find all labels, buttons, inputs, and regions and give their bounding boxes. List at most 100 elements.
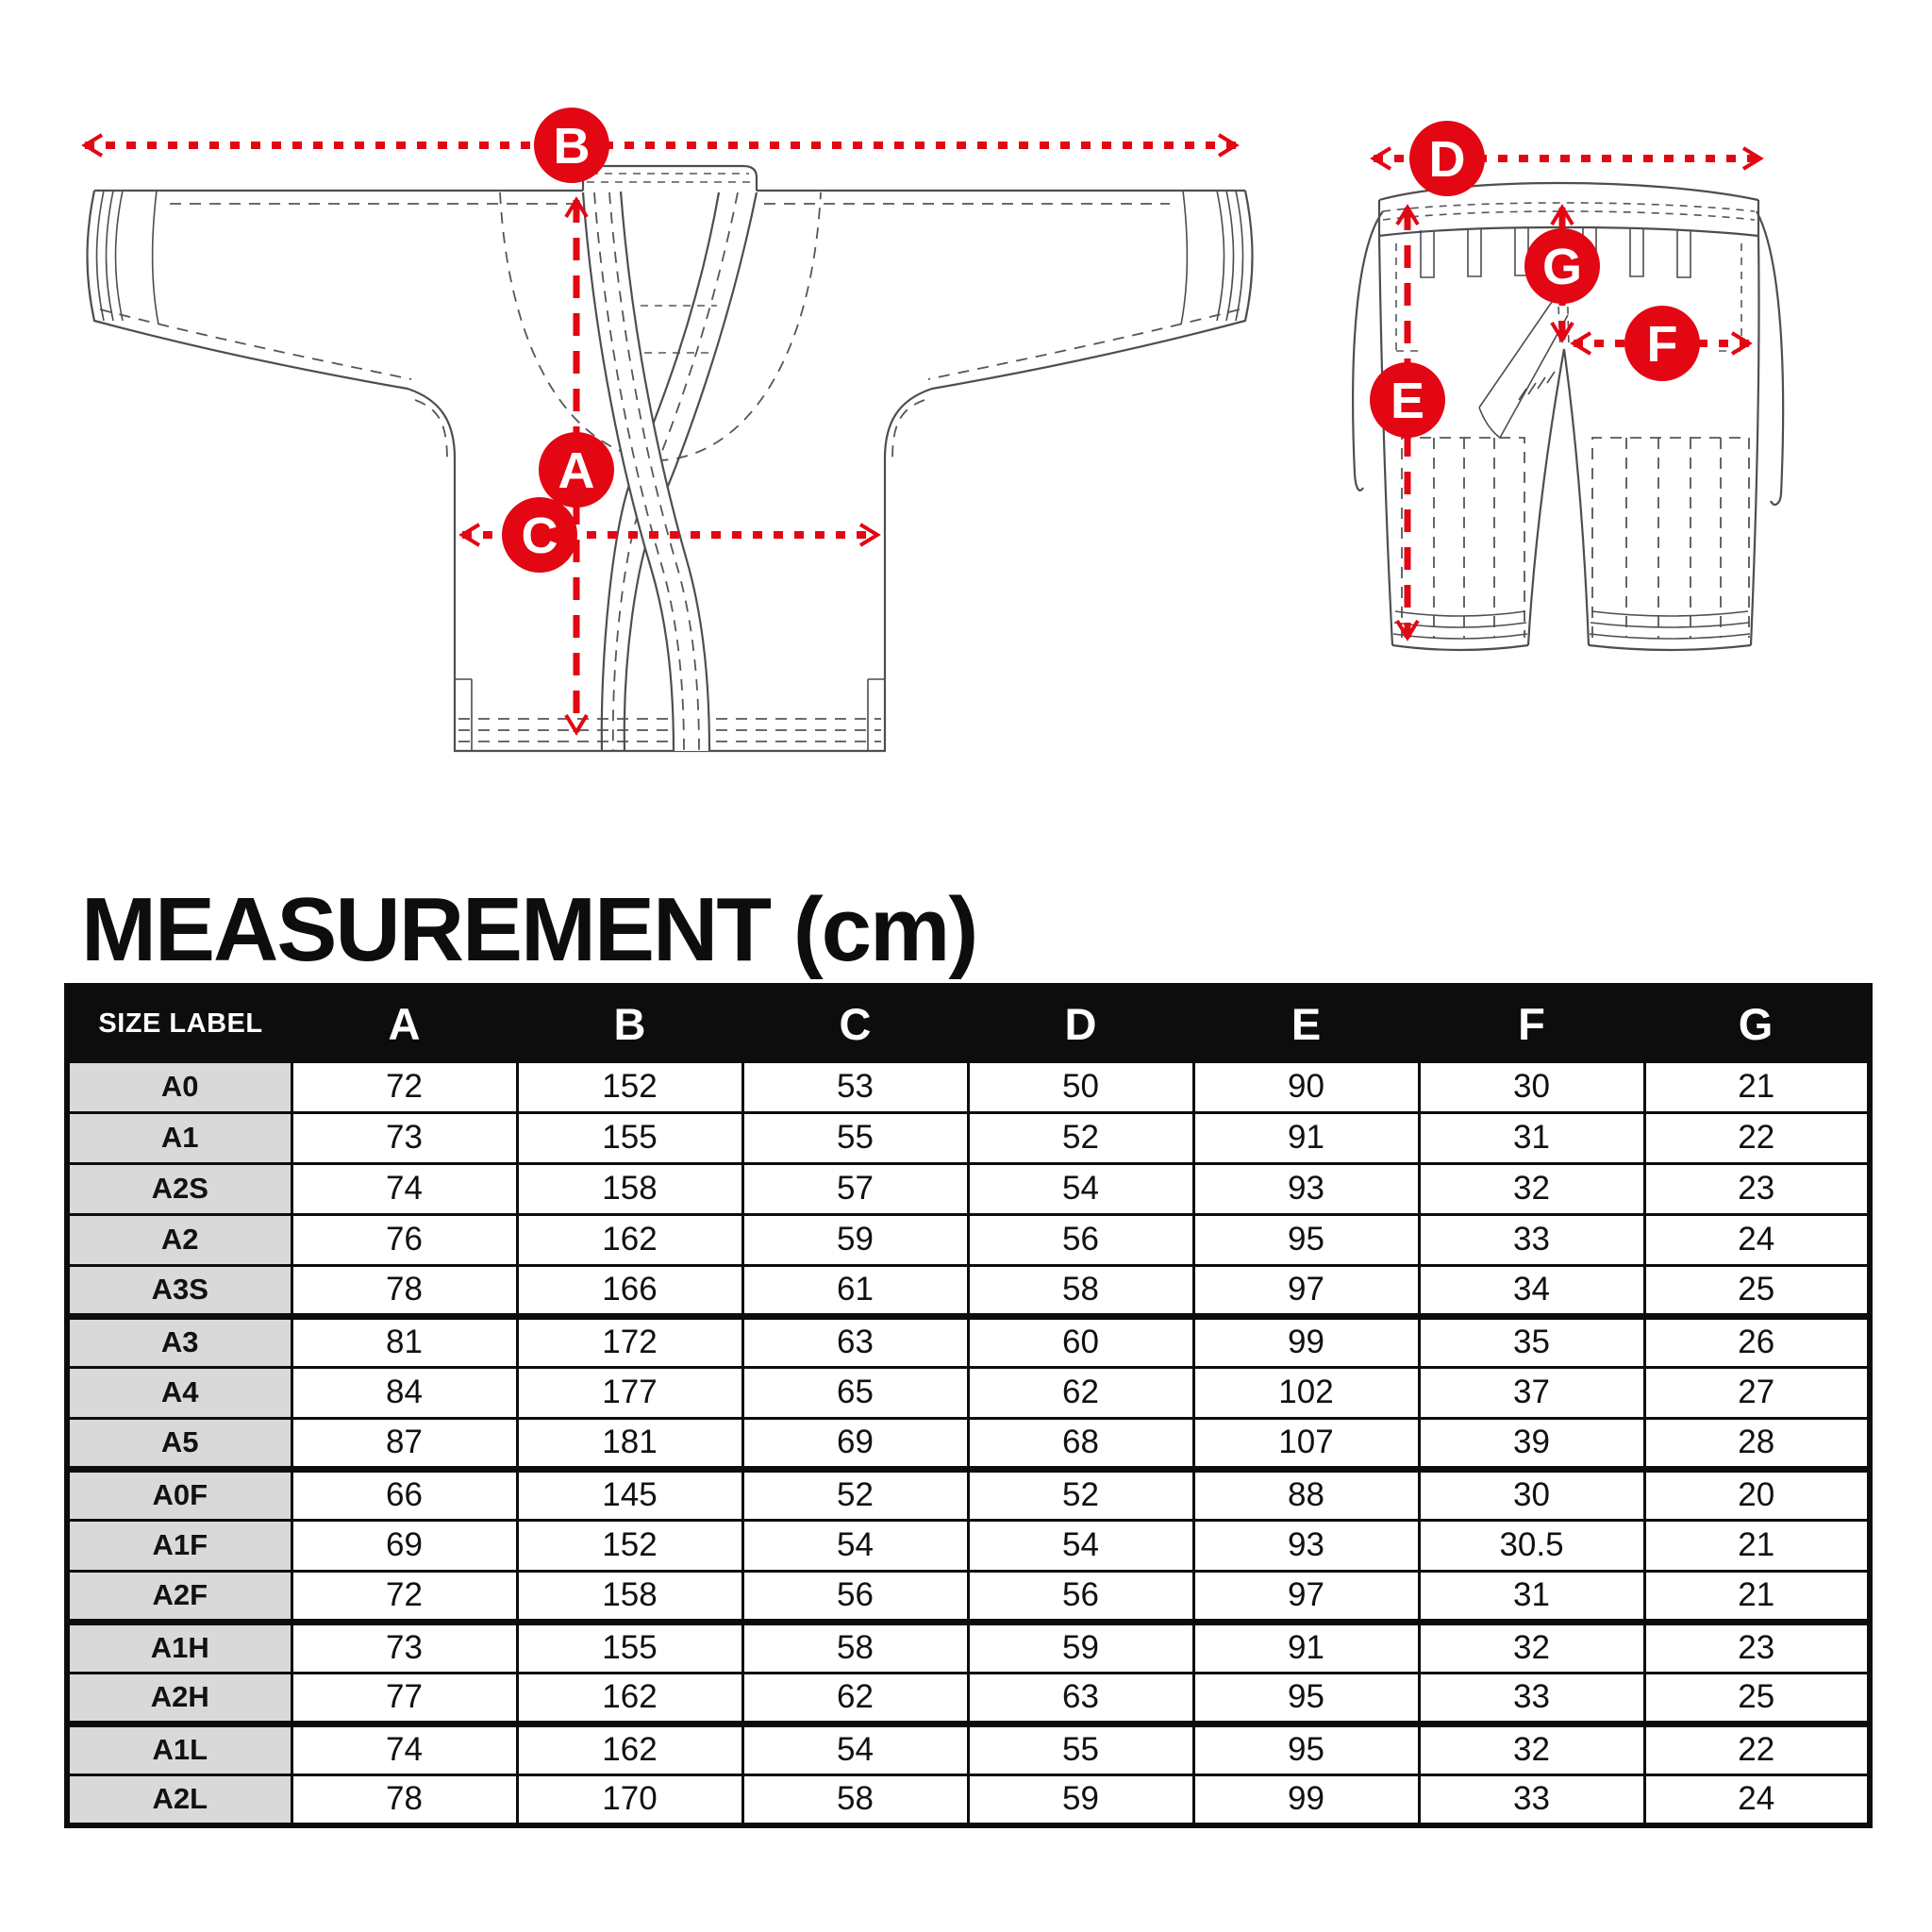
measure-arrow-d: D: [1370, 121, 1764, 196]
size-label-cell: A3: [65, 1314, 293, 1369]
table-row: A2F 72 158 56 56 97 31 21: [65, 1569, 1872, 1625]
value-cell: 63: [741, 1314, 970, 1369]
measure-label-c: C: [502, 497, 577, 573]
value-cell: 52: [966, 1467, 1195, 1522]
value-cell: 54: [741, 1518, 970, 1573]
value-cell: 155: [515, 1620, 744, 1674]
value-cell: 158: [515, 1161, 744, 1216]
value-cell: 32: [1417, 1620, 1646, 1674]
measure-label-f: F: [1624, 306, 1700, 381]
value-cell: 155: [515, 1110, 744, 1165]
value-cell: 78: [290, 1263, 519, 1320]
value-cell: 22: [1642, 1110, 1872, 1165]
value-cell: 102: [1191, 1365, 1421, 1420]
value-cell: 166: [515, 1263, 744, 1320]
value-cell: 172: [515, 1314, 744, 1369]
value-cell: 26: [1642, 1314, 1872, 1369]
value-cell: 177: [515, 1365, 744, 1420]
table-row: A1 73 155 55 52 91 31 22: [65, 1110, 1872, 1165]
table-row: A1F 69 152 54 54 93 30.5 21: [65, 1518, 1872, 1573]
value-cell: 23: [1642, 1620, 1872, 1674]
measure-arrow-b: B: [81, 108, 1240, 183]
value-cell: 56: [966, 1569, 1195, 1625]
measure-label-b: B: [534, 108, 609, 183]
table-row: A1L 74 162 54 55 95 32 22: [65, 1722, 1872, 1776]
value-cell: 58: [966, 1263, 1195, 1320]
table-row: A3S 78 166 61 58 97 34 25: [65, 1263, 1872, 1320]
value-cell: 65: [741, 1365, 970, 1420]
value-cell: 23: [1642, 1161, 1872, 1216]
value-cell: 31: [1417, 1569, 1646, 1625]
value-cell: 181: [515, 1416, 744, 1473]
value-cell: 152: [515, 1059, 744, 1114]
value-cell: 107: [1191, 1416, 1421, 1473]
pants-diagram: D G F E: [1352, 121, 1785, 652]
value-cell: 20: [1642, 1467, 1872, 1522]
sleeve-cuff-stitches-right: [1180, 190, 1244, 325]
size-label-cell: A1L: [65, 1722, 293, 1776]
svg-text:D: D: [1429, 131, 1466, 188]
drawstring-left: [1352, 210, 1384, 491]
value-cell: 162: [515, 1671, 744, 1727]
jacket-diagram: B A C: [81, 108, 1254, 753]
measure-arrow-a: A: [539, 196, 614, 736]
value-cell: 66: [290, 1467, 519, 1522]
table-row: A1H 73 155 58 59 91 32 23: [65, 1620, 1872, 1674]
value-cell: 22: [1642, 1722, 1872, 1776]
value-cell: 59: [966, 1773, 1195, 1827]
size-label-header: SIZE LABEL: [67, 986, 291, 1061]
value-cell: 55: [741, 1110, 970, 1165]
value-cell: 74: [290, 1161, 519, 1216]
value-cell: 59: [966, 1620, 1195, 1674]
col-header-c: C: [742, 986, 968, 1061]
value-cell: 28: [1642, 1416, 1872, 1473]
value-cell: 97: [1191, 1263, 1421, 1320]
value-cell: 87: [290, 1416, 519, 1473]
value-cell: 32: [1417, 1161, 1646, 1216]
value-cell: 69: [290, 1518, 519, 1573]
measure-label-d: D: [1409, 121, 1485, 196]
col-header-d: D: [968, 986, 1193, 1061]
pants-cuffs: [1391, 610, 1752, 652]
value-cell: 25: [1642, 1671, 1872, 1727]
value-cell: 81: [290, 1314, 519, 1369]
value-cell: 72: [290, 1059, 519, 1114]
value-cell: 53: [741, 1059, 970, 1114]
measure-label-e: E: [1370, 362, 1445, 438]
value-cell: 52: [741, 1467, 970, 1522]
col-header-g: G: [1644, 986, 1870, 1061]
value-cell: 61: [741, 1263, 970, 1320]
value-cell: 50: [966, 1059, 1195, 1114]
value-cell: 88: [1191, 1467, 1421, 1522]
value-cell: 58: [741, 1773, 970, 1827]
value-cell: 32: [1417, 1722, 1646, 1776]
measure-arrow-c: C: [458, 497, 881, 573]
measurement-table: SIZE LABEL A B C D E F G A0 72 152 53 50 90 30…: [64, 983, 1873, 1828]
size-label-cell: A4: [65, 1365, 293, 1420]
value-cell: 33: [1417, 1671, 1646, 1727]
value-cell: 93: [1191, 1161, 1421, 1216]
svg-text:A: A: [558, 442, 595, 499]
size-label-cell: A2L: [65, 1773, 293, 1827]
value-cell: 93: [1191, 1518, 1421, 1573]
value-cell: 162: [515, 1212, 744, 1267]
value-cell: 30: [1417, 1059, 1646, 1114]
value-cell: 27: [1642, 1365, 1872, 1420]
value-cell: 21: [1642, 1569, 1872, 1625]
measure-label-a: A: [539, 432, 614, 508]
value-cell: 74: [290, 1722, 519, 1776]
size-label-cell: A2: [65, 1212, 293, 1267]
value-cell: 76: [290, 1212, 519, 1267]
measure-arrow-g: G: [1524, 204, 1600, 343]
svg-text:C: C: [522, 508, 558, 564]
value-cell: 57: [741, 1161, 970, 1216]
value-cell: 35: [1417, 1314, 1646, 1369]
measure-arrow-e: E: [1370, 204, 1445, 641]
value-cell: 99: [1191, 1773, 1421, 1827]
measure-arrow-f: F: [1570, 306, 1753, 381]
value-cell: 91: [1191, 1620, 1421, 1674]
value-cell: 31: [1417, 1110, 1646, 1165]
value-cell: 95: [1191, 1212, 1421, 1267]
value-cell: 84: [290, 1365, 519, 1420]
value-cell: 62: [966, 1365, 1195, 1420]
